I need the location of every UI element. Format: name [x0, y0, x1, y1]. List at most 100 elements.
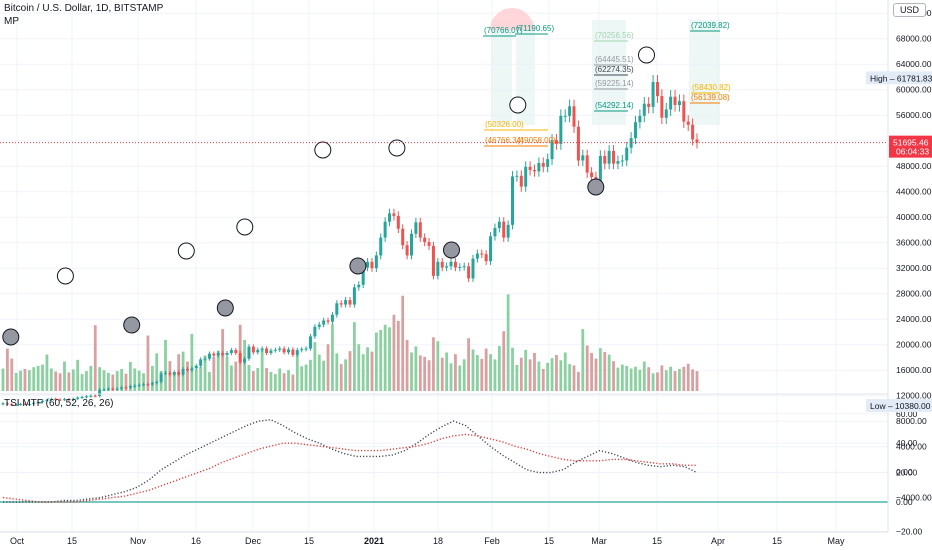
- candle-body: [431, 245, 435, 276]
- candle-body: [436, 261, 440, 276]
- currency-button[interactable]: USD: [892, 3, 926, 17]
- volume-bar: [427, 360, 431, 391]
- candle-body: [300, 349, 304, 351]
- time-tick-label: 2021: [364, 536, 384, 546]
- volume-bar: [629, 368, 633, 391]
- level-label: (56139.08): [691, 93, 730, 102]
- volume-bar: [265, 368, 268, 391]
- candle-body: [581, 155, 585, 161]
- volume-bar: [111, 374, 115, 391]
- symbol-title[interactable]: Bitcoin / U.S. Dollar, 1D, BITSTAMP: [4, 3, 164, 14]
- level-annotations: (72039.82) (70766.07)(71190.65) (70256.56)…: [483, 21, 731, 147]
- volume-bar: [550, 358, 554, 391]
- level-label: (50326.00): [485, 120, 524, 129]
- low-badge: [866, 399, 932, 413]
- tsi-signal-line: [2, 433, 697, 503]
- volume-bar: [278, 368, 282, 391]
- tsi-tick-label: −20.00: [896, 526, 923, 536]
- volume-bar: [208, 371, 211, 391]
- candle-body: [686, 121, 690, 125]
- volume-bar: [528, 359, 532, 391]
- volume-bar: [515, 365, 519, 391]
- volume-bar: [348, 351, 352, 391]
- volume-bar: [45, 354, 49, 391]
- price-tick-label: 32000.00: [896, 263, 932, 273]
- candle-body: [164, 372, 168, 374]
- volume-bar: [287, 370, 290, 391]
- volume-bar: [383, 324, 387, 391]
- volume-bar: [102, 370, 106, 391]
- level-label: (49058.00): [517, 136, 556, 145]
- candle-body: [265, 348, 269, 353]
- candle-body: [409, 233, 413, 256]
- candle-body: [440, 261, 444, 268]
- candle-body: [607, 150, 611, 164]
- volume-bar: [664, 370, 668, 391]
- candle-body: [348, 300, 352, 305]
- volume-bar: [32, 367, 36, 391]
- candle-body: [19, 403, 23, 405]
- volume-bar: [458, 365, 462, 391]
- volume-bar: [304, 364, 308, 391]
- volume-bar: [247, 365, 251, 391]
- volume-bar: [49, 368, 53, 391]
- candle-body: [370, 261, 374, 269]
- low-label: Low – 10380.00: [870, 401, 931, 411]
- volume-bar: [172, 371, 176, 391]
- volume-bar: [326, 344, 330, 391]
- candle-body: [480, 253, 484, 255]
- volume-bar: [480, 358, 484, 391]
- volume-bar: [691, 369, 695, 391]
- candle-body: [150, 382, 154, 385]
- candle-body: [203, 358, 207, 360]
- volume-bar: [388, 327, 391, 391]
- white-circle-marker: [638, 46, 655, 64]
- candle-body: [317, 324, 321, 327]
- candle-body: [111, 388, 115, 390]
- candle-body: [199, 359, 203, 366]
- volume-bar: [155, 353, 159, 391]
- volume-bar: [164, 339, 167, 391]
- price-tick-label: 28000.00: [896, 289, 932, 299]
- volume-bar: [10, 358, 14, 391]
- volume-bar: [216, 350, 220, 391]
- volume-bar: [568, 364, 572, 391]
- time-tick-label: 15: [67, 536, 77, 546]
- volume-bar: [603, 352, 607, 391]
- candle-body: [357, 284, 361, 288]
- volume-bar: [300, 366, 304, 391]
- level-label: (72039.82): [691, 21, 730, 30]
- candle-body: [638, 115, 642, 123]
- volume-bar: [194, 369, 198, 391]
- candle-body: [76, 397, 80, 399]
- indicator-name[interactable]: MP: [4, 16, 19, 27]
- volume-bar: [392, 314, 396, 391]
- candle-body: [515, 175, 519, 177]
- volume-bar: [563, 352, 567, 391]
- price-tick-label: 24000.00: [896, 314, 932, 324]
- candle-body: [32, 402, 36, 404]
- candle-body: [695, 139, 699, 143]
- candle-body: [106, 388, 110, 390]
- volume-bar: [225, 356, 229, 391]
- volume-bar: [230, 365, 233, 391]
- volume-bar: [234, 361, 238, 391]
- candlestick-series: [1, 75, 699, 407]
- candle-body: [445, 266, 449, 268]
- volume-bar: [295, 354, 299, 391]
- volume-bar: [63, 361, 66, 391]
- candle-body: [80, 396, 84, 398]
- volume-bar: [313, 342, 317, 391]
- time-tick-label: 15: [544, 536, 554, 546]
- candle-body: [537, 163, 541, 172]
- candle-body: [1, 403, 5, 405]
- volume-bar: [585, 345, 589, 391]
- price-tick-label: 12000.00: [896, 391, 932, 401]
- candle-body: [423, 237, 427, 243]
- tsi-title[interactable]: TSI MTF (60, 52, 26, 26): [4, 398, 114, 409]
- candle-body: [36, 402, 40, 404]
- candle-body: [89, 395, 93, 397]
- candle-body: [489, 236, 493, 262]
- candle-body: [93, 395, 97, 397]
